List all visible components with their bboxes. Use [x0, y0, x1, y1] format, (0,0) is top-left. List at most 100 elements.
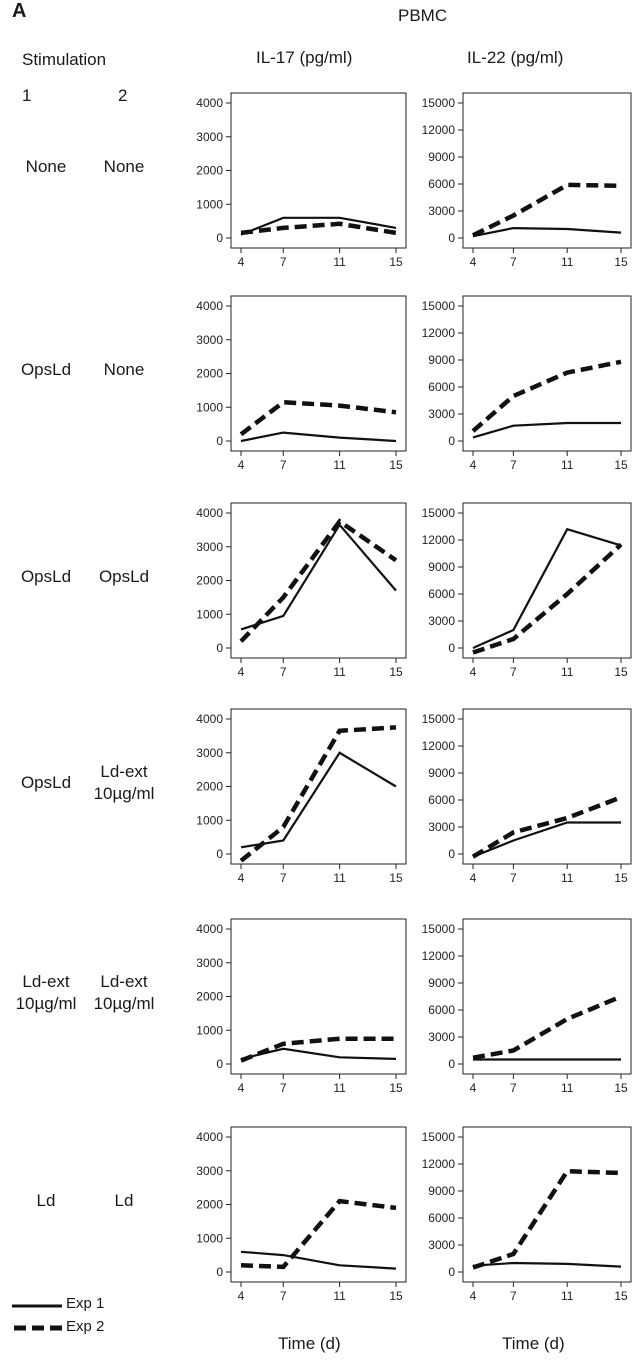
y-tick-label: 2000	[196, 367, 223, 381]
y-tick-label: 9000	[428, 150, 455, 164]
x-tick-label: 7	[510, 255, 517, 269]
y-tick-label: 2000	[196, 990, 223, 1004]
y-tick-label: 3000	[428, 614, 455, 628]
series-exp2-line	[472, 182, 622, 238]
plot-frame	[462, 918, 632, 1075]
y-tick-label: 1000	[196, 1231, 223, 1245]
y-tick-label: 6000	[428, 177, 455, 191]
x-tick-label: 4	[238, 1081, 245, 1095]
y-tick-label: 12000	[422, 739, 456, 753]
x-tick-label: 4	[470, 255, 477, 269]
il22-column-title: IL-22 (pg/ml)	[467, 48, 564, 67]
stimulation-2-label: Ld-ext	[100, 762, 148, 781]
il17-column-title: IL-17 (pg/ml)	[256, 48, 353, 67]
y-tick-label: 3000	[196, 1164, 223, 1178]
y-tick-label: 0	[448, 641, 455, 655]
x-tick-label: 4	[238, 255, 245, 269]
y-tick-label: 12000	[422, 1157, 456, 1171]
y-tick-label: 12000	[422, 123, 456, 137]
y-tick-label: 2000	[196, 164, 223, 178]
y-tick-label: 4000	[196, 922, 223, 936]
y-tick-label: 0	[216, 847, 223, 861]
y-tick-label: 12000	[422, 949, 456, 963]
x-tick-label: 11	[561, 665, 574, 679]
series-exp1-line	[472, 527, 622, 650]
y-tick-label: 2000	[196, 574, 223, 588]
x-tick-label: 7	[280, 458, 287, 472]
y-tick-label: 9000	[428, 353, 455, 367]
series-exp2-line	[471, 795, 622, 859]
y-tick-label: 12000	[422, 326, 456, 340]
y-tick-label: 3000	[428, 204, 455, 218]
y-tick-label: 6000	[428, 1211, 455, 1225]
x-tick-label: 7	[510, 871, 517, 885]
y-tick-label: 1000	[196, 197, 223, 211]
x-tick-label: 15	[614, 871, 628, 885]
y-tick-label: 4000	[196, 1130, 223, 1144]
y-tick-label: 15000	[422, 1130, 456, 1144]
series-exp2-line	[472, 542, 623, 655]
x-tick-label: 11	[561, 1289, 574, 1303]
x-tick-label: 15	[389, 458, 403, 472]
stimulation-2-label: OpsLd	[98, 567, 150, 586]
x-tick-label: 11	[561, 1081, 574, 1095]
x-tick-label: 4	[470, 1081, 477, 1095]
x-tick-label: 7	[510, 1081, 517, 1095]
x-tick-label: 4	[238, 871, 245, 885]
y-tick-label: 6000	[428, 587, 455, 601]
stimulation-2-label: 10µg/ml	[93, 784, 155, 803]
y-tick-label: 3000	[428, 1238, 455, 1252]
plot-frame	[230, 918, 407, 1075]
x-tick-label: 11	[333, 1289, 346, 1303]
series-exp2-line	[472, 1168, 622, 1270]
x-tick-label: 11	[561, 458, 574, 472]
x-tick-label: 11	[333, 871, 346, 885]
stimulation-column-2: 2	[118, 86, 128, 105]
series-exp2-line	[240, 221, 397, 236]
x-tick-label: 15	[389, 255, 403, 269]
y-tick-label: 3000	[196, 956, 223, 970]
legend-exp2-label: Exp 2	[66, 1318, 105, 1335]
stimulation-column-1: 1	[22, 86, 32, 105]
y-tick-label: 0	[216, 1265, 223, 1279]
stimulation-1-label: 10µg/ml	[15, 994, 77, 1013]
y-tick-label: 6000	[428, 380, 455, 394]
y-tick-label: 0	[216, 434, 223, 448]
plot-frame	[462, 502, 632, 659]
x-tick-label: 15	[614, 1289, 628, 1303]
y-tick-label: 0	[448, 231, 455, 245]
x-tick-label: 7	[280, 255, 287, 269]
series-exp1-line	[472, 821, 621, 858]
y-tick-label: 3000	[428, 407, 455, 421]
stimulation-1-label: Ld-ext	[22, 972, 70, 991]
series-exp2-line	[239, 399, 397, 437]
x-tick-label: 11	[333, 1081, 346, 1095]
series-exp2-line	[239, 725, 397, 863]
x-tick-label: 11	[561, 871, 574, 885]
plot-frame	[462, 1126, 632, 1283]
series-exp2-line	[471, 359, 622, 433]
x-tick-label: 15	[614, 665, 628, 679]
plot-frame	[462, 92, 632, 249]
plot-frame	[230, 502, 407, 659]
x-tick-label: 7	[280, 871, 287, 885]
x-tick-label: 15	[614, 458, 628, 472]
y-tick-label: 9000	[428, 1184, 455, 1198]
y-tick-label: 15000	[422, 712, 456, 726]
series-exp2-line	[239, 518, 398, 643]
series-exp1-line	[472, 421, 621, 439]
y-tick-label: 0	[216, 641, 223, 655]
x-tick-label: 4	[470, 665, 477, 679]
x-tick-label: 7	[510, 1289, 517, 1303]
y-tick-label: 3000	[428, 1030, 455, 1044]
y-tick-label: 1000	[196, 813, 223, 827]
x-tick-label: 11	[333, 255, 346, 269]
x-tick-label: 11	[561, 255, 574, 269]
x-tick-label: 7	[280, 1081, 287, 1095]
x-tick-label: 15	[614, 1081, 628, 1095]
y-tick-label: 3000	[196, 333, 223, 347]
y-tick-label: 0	[448, 847, 455, 861]
stimulation-2-label: None	[103, 157, 145, 176]
plot-frame	[462, 295, 632, 452]
